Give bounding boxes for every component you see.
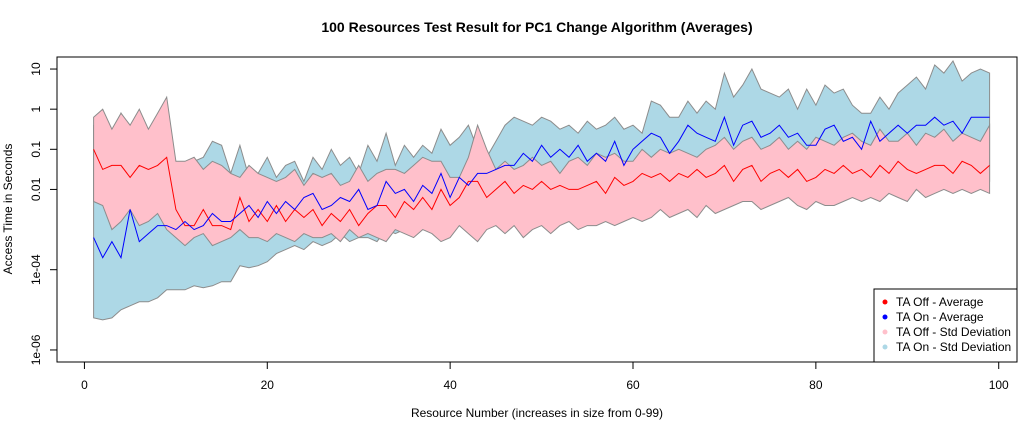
x-axis: 0 20 40 60 80 100 xyxy=(81,361,1009,392)
series-line-ta-on-average xyxy=(93,115,990,260)
legend-label: TA On - Std Deviation xyxy=(896,340,1011,354)
legend-marker xyxy=(882,299,888,305)
legend-label: TA Off - Std Deviation xyxy=(896,325,1011,339)
x-tick-label: 80 xyxy=(809,378,823,392)
legend-label: TA On - Average xyxy=(896,310,984,324)
y-tick-label: 0.1 xyxy=(29,141,43,158)
y-tick-label: 1 xyxy=(29,106,43,113)
band-ta-off-std-deviation xyxy=(93,95,991,247)
y-axis-label: Access Time in Seconds xyxy=(1,144,15,275)
chart-title: 100 Resources Test Result for PC1 Change… xyxy=(321,19,752,35)
legend-marker xyxy=(882,344,888,350)
series-line-ta-off-average xyxy=(93,149,990,231)
x-tick-label: 20 xyxy=(261,378,275,392)
x-tick-label: 0 xyxy=(81,378,88,392)
x-axis-label: Resource Number (increases in size from … xyxy=(411,406,663,420)
x-tick-label: 60 xyxy=(626,378,640,392)
y-axis: 1e-06 1e-04 0.01 0.1 1 10 xyxy=(29,62,58,365)
y-tick-label: 1e-06 xyxy=(29,334,43,365)
y-tick-label: 1e-04 xyxy=(29,254,43,285)
legend-label: TA Off - Average xyxy=(896,295,984,309)
x-tick-label: 100 xyxy=(989,378,1009,392)
x-tick-label: 40 xyxy=(443,378,457,392)
y-tick-label: 0.01 xyxy=(29,177,43,201)
legend-marker xyxy=(882,329,888,335)
legend-box xyxy=(873,288,1018,363)
legend-marker xyxy=(882,314,888,320)
band-layer xyxy=(93,60,991,321)
line-layer xyxy=(93,115,990,260)
y-tick-label: 10 xyxy=(29,62,43,76)
